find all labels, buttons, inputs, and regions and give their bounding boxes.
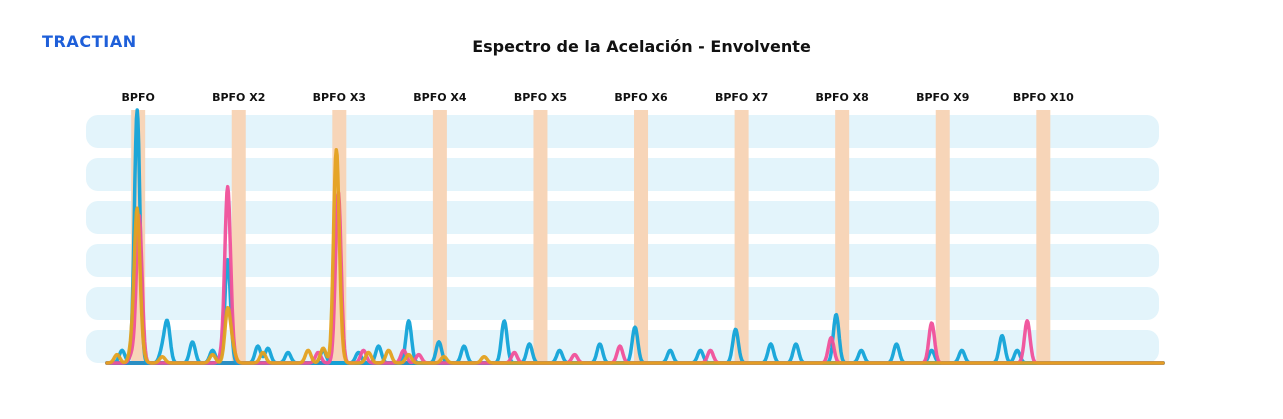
marker-label-8: BPFO X8	[816, 91, 869, 104]
marker-label-4: BPFO X4	[413, 91, 467, 104]
marker-stripe-5	[533, 110, 548, 363]
marker-label-3: BPFO X3	[313, 91, 366, 104]
marker-label-10: BPFO X10	[1013, 91, 1074, 104]
marker-stripe-8	[835, 110, 850, 363]
marker-stripe-7	[734, 110, 749, 363]
marker-label-5: BPFO X5	[514, 91, 567, 104]
marker-stripe-10	[1036, 110, 1051, 363]
grid-band-3	[86, 201, 1159, 234]
grid-band-1	[86, 115, 1159, 148]
marker-stripe-6	[634, 110, 649, 363]
chart-title: Espectro de la Acelación - Envolvente	[472, 37, 811, 56]
grid-band-2	[86, 158, 1159, 191]
grid-bands	[86, 115, 1159, 363]
marker-label-2: BPFO X2	[212, 91, 265, 104]
spectrum-series	[105, 108, 1165, 365]
marker-stripe-2	[231, 110, 246, 363]
marker-labels: BPFO BPFO X2 BPFO X3 BPFO X4 BPFO X5 BPFO X6 B…	[122, 91, 1075, 104]
grid-band-5	[86, 287, 1159, 320]
marker-label-1: BPFO	[122, 91, 155, 104]
marker-label-7: BPFO X7	[715, 91, 768, 104]
tractian-logo: TRACTIAN	[42, 32, 137, 51]
marker-label-9: BPFO X9	[916, 91, 969, 104]
marker-stripe-4	[432, 110, 447, 363]
series-line-3	[105, 147, 1165, 365]
grid-band-4	[86, 244, 1159, 277]
marker-label-6: BPFO X6	[614, 91, 668, 104]
marker-stripe-9	[935, 110, 950, 363]
